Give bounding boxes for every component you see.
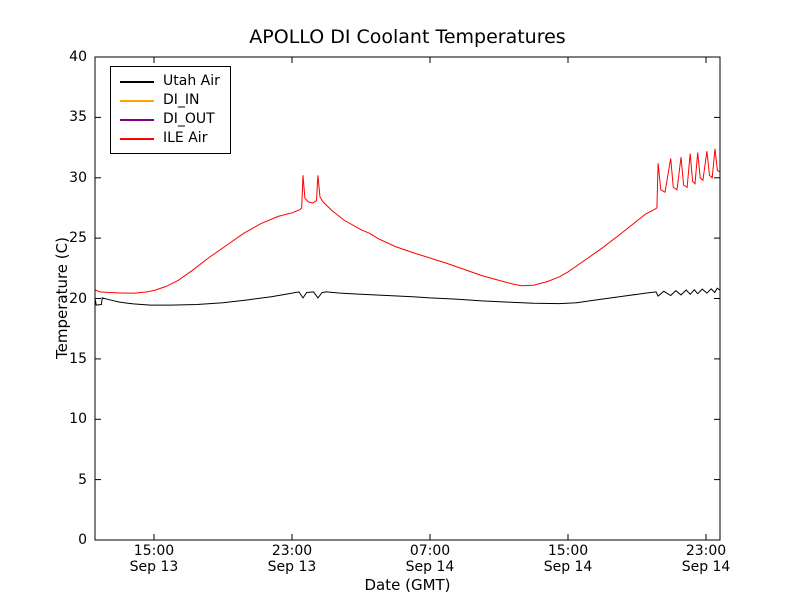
legend-item-ile-air: ILE Air xyxy=(120,130,220,147)
legend-label: ILE Air xyxy=(163,130,208,146)
y-tick-label: 30 xyxy=(69,169,87,186)
y-tick-label: 5 xyxy=(78,471,87,488)
y-tick-label: 10 xyxy=(69,411,87,428)
legend-label: DI_IN xyxy=(163,92,200,108)
x-tick-label-date: Sep 14 xyxy=(543,559,593,575)
x-tick-label-date: Sep 13 xyxy=(267,559,317,575)
x-axis-label: Date (GMT) xyxy=(364,576,451,594)
legend-line-swatch xyxy=(120,80,154,83)
legend-item-utah-air: Utah Air xyxy=(120,73,220,90)
legend-label: Utah Air xyxy=(163,73,220,89)
x-tick-label-time: 15:00 xyxy=(547,543,589,559)
legend: Utah Air DI_IN DI_OUT ILE Air xyxy=(110,66,231,154)
y-tick-label: 35 xyxy=(69,109,87,126)
series-line-ile-air xyxy=(95,148,721,294)
y-tick-label: 0 xyxy=(78,532,87,548)
x-tick-label-time: 15:00 xyxy=(133,543,175,559)
x-tick-label-date: Sep 13 xyxy=(129,559,179,575)
y-tick-label: 20 xyxy=(69,290,87,307)
y-tick-label: 15 xyxy=(69,350,87,367)
chart-title: APOLLO DI Coolant Temperatures xyxy=(249,26,566,48)
x-tick-label-date: Sep 14 xyxy=(405,559,455,575)
y-tick-label: 25 xyxy=(69,230,87,247)
y-tick-label: 40 xyxy=(69,49,87,65)
legend-line-swatch xyxy=(120,99,154,102)
series-line-utah-air xyxy=(94,287,721,306)
x-tick-label-time: 23:00 xyxy=(685,543,727,559)
legend-label: DI_OUT xyxy=(163,111,215,127)
x-tick-label-date: Sep 14 xyxy=(681,559,731,575)
x-tick-label-time: 07:00 xyxy=(409,543,451,559)
legend-line-swatch xyxy=(120,118,154,121)
legend-item-di-in: DI_IN xyxy=(120,92,220,109)
legend-item-di-out: DI_OUT xyxy=(120,111,220,128)
legend-line-swatch xyxy=(120,137,154,140)
x-tick-label-time: 23:00 xyxy=(271,543,313,559)
